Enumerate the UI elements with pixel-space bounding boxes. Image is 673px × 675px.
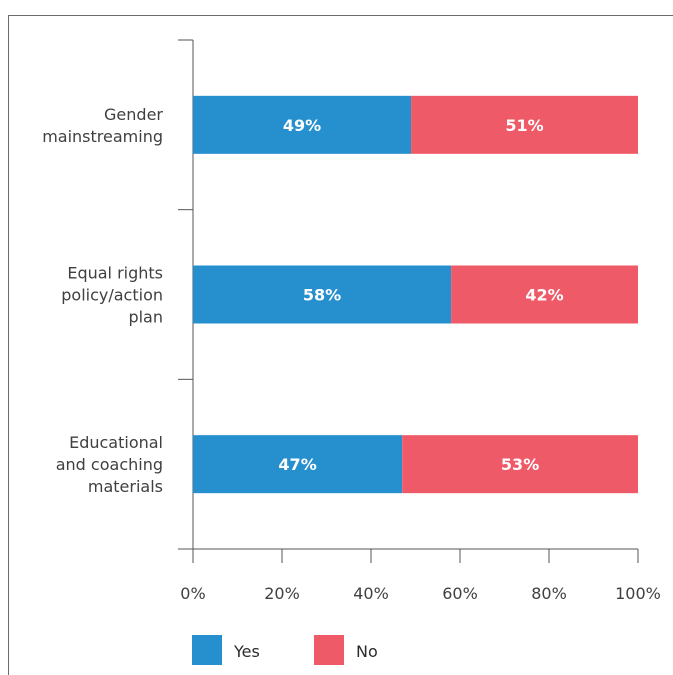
bar-value-label: 58%: [303, 286, 341, 305]
category-label: Gender: [104, 105, 163, 124]
legend-swatch-yes: [192, 635, 222, 665]
x-tick-label: 80%: [531, 584, 567, 603]
bar-no: [411, 95, 638, 154]
bar-value-label: 49%: [283, 116, 321, 135]
x-tick-label: 40%: [353, 584, 389, 603]
bar-yes: [193, 95, 412, 154]
category-label: plan: [128, 308, 163, 327]
category-label: and coaching: [56, 455, 163, 474]
bar-no: [451, 265, 638, 324]
chart-labels: 49% 51% Gender mainstreaming 58% 42% Equal rig…: [42, 105, 563, 496]
category-label: Educational: [69, 433, 163, 452]
x-tick-label: 100%: [615, 584, 661, 603]
chart-bars: [193, 95, 638, 494]
x-tick-label: 20%: [264, 584, 300, 603]
category-label: mainstreaming: [42, 127, 163, 146]
bar-value-label: 53%: [501, 455, 539, 474]
bar-no: [402, 435, 638, 494]
bar-value-label: 51%: [505, 116, 543, 135]
category-label: Equal rights: [67, 264, 163, 283]
x-tick-label: 60%: [442, 584, 478, 603]
legend-label-yes: Yes: [233, 642, 260, 661]
legend-label-no: No: [356, 642, 378, 661]
category-label: policy/action: [61, 286, 163, 305]
chart-frame: [8, 15, 673, 675]
legend-swatch-no: [314, 635, 344, 665]
bar-value-label: 42%: [525, 286, 563, 305]
chart-legend: Yes No: [192, 635, 378, 665]
bar-value-label: 47%: [278, 455, 316, 474]
category-label: materials: [88, 477, 163, 496]
x-tick-label: 0%: [180, 584, 205, 603]
bar-yes: [193, 265, 452, 324]
bar-yes: [193, 435, 403, 494]
